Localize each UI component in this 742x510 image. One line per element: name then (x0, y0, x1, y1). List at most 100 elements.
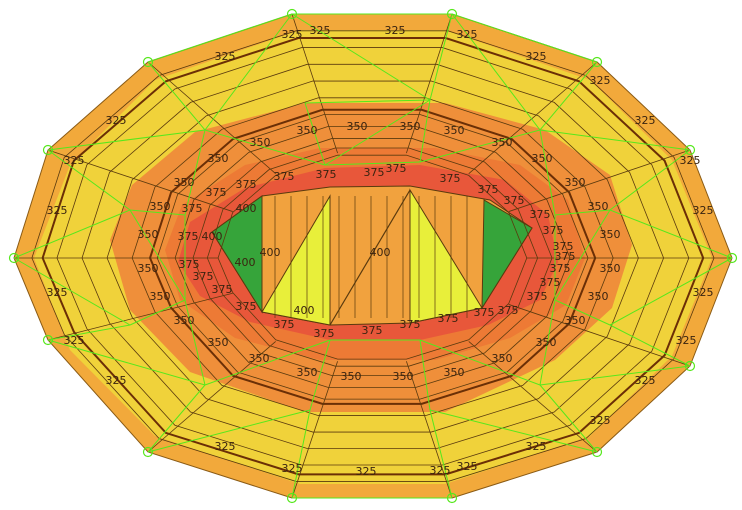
band-green-right (481, 199, 533, 310)
label-325: 325 (47, 204, 68, 217)
label-375: 375 (236, 300, 257, 313)
mesh-edge (609, 324, 691, 367)
label-375: 375 (555, 250, 576, 263)
mesh-edge (419, 339, 431, 411)
grid-ring (174, 126, 571, 388)
label-375: 375 (193, 270, 214, 283)
label-350: 350 (565, 314, 586, 327)
label-400: 400 (260, 246, 281, 259)
mesh-node (8, 252, 20, 264)
label-350: 350 (444, 124, 465, 137)
grid-spoke (468, 341, 598, 453)
mesh-edge (304, 99, 431, 104)
grid-spoke (406, 361, 453, 499)
label-350: 350 (588, 200, 609, 213)
label-375: 375 (386, 162, 407, 175)
mesh-edge (47, 339, 206, 386)
label-350: 350 (250, 136, 271, 149)
mesh-edge (184, 129, 206, 216)
grid-spoke (291, 13, 338, 154)
mesh-edge (419, 129, 541, 163)
mesh-edge (451, 13, 598, 63)
mesh-node (286, 8, 298, 20)
mesh-edge (13, 209, 131, 259)
grid-ring (56, 47, 690, 466)
grid-ring (81, 63, 665, 449)
mesh-edge (204, 13, 293, 131)
mesh-edge (304, 102, 326, 166)
label-325: 325 (693, 286, 714, 299)
grid-spoke (468, 61, 598, 175)
label-350: 350 (600, 262, 621, 275)
mesh-edge (129, 209, 186, 301)
label-350: 350 (400, 120, 421, 133)
label-375: 375 (498, 304, 519, 317)
mesh-edge (609, 149, 691, 211)
label-375: 375 (206, 186, 227, 199)
mesh-node (591, 56, 603, 68)
label-375: 375 (274, 318, 295, 331)
grid-spoke (47, 149, 233, 212)
mesh-node (142, 446, 154, 458)
grid-spoke (508, 304, 691, 367)
mesh-edge (539, 299, 556, 386)
mesh-edge (419, 339, 541, 386)
label-350: 350 (444, 366, 465, 379)
mesh-node (42, 144, 54, 156)
label-375: 375 (362, 324, 383, 337)
label-350: 350 (492, 136, 513, 149)
grid-ring (192, 138, 553, 377)
label-350: 350 (208, 336, 229, 349)
label-325: 325 (282, 28, 303, 41)
mesh-edge (539, 61, 598, 131)
mesh-edge (47, 324, 131, 341)
mesh-edge (47, 149, 131, 211)
label-325: 325 (693, 204, 714, 217)
label-350: 350 (532, 152, 553, 165)
mesh-node (446, 8, 458, 20)
mesh-edge (324, 99, 431, 166)
label-375: 375 (212, 283, 233, 296)
label-375: 375 (178, 230, 199, 243)
mesh-edge (419, 99, 431, 163)
label-375: 375 (236, 178, 257, 191)
grid-spoke (147, 341, 276, 453)
label-375: 375 (474, 306, 495, 319)
mesh-edge (324, 161, 421, 166)
label-375: 375 (274, 170, 295, 183)
label-325: 325 (526, 440, 547, 453)
mesh-edge (147, 384, 206, 453)
label-325: 325 (310, 24, 331, 37)
label-325: 325 (680, 154, 701, 167)
label-350: 350 (297, 124, 318, 137)
band-pale-left (261, 194, 331, 326)
label-350: 350 (138, 228, 159, 241)
label-325: 325 (215, 440, 236, 453)
label-325: 325 (457, 28, 478, 41)
grid-spoke (291, 361, 338, 499)
label-400: 400 (294, 304, 315, 317)
mesh-edge (609, 257, 733, 326)
mesh-edge (451, 13, 541, 131)
mesh-edge (13, 257, 131, 326)
label-400: 400 (235, 256, 256, 269)
mesh-edge (291, 13, 431, 101)
label-350: 350 (174, 176, 195, 189)
grid-ring (217, 154, 528, 360)
label-325: 325 (47, 286, 68, 299)
label-350: 350 (393, 370, 414, 383)
label-325: 325 (215, 50, 236, 63)
label-350: 350 (150, 200, 171, 213)
label-400: 400 (236, 202, 257, 215)
label-375: 375 (179, 258, 200, 271)
mesh-node (286, 492, 298, 504)
label-325: 325 (106, 374, 127, 387)
label-350: 350 (138, 262, 159, 275)
label-350: 350 (174, 314, 195, 327)
label-375: 375 (530, 208, 551, 221)
label-350: 350 (492, 352, 513, 365)
label-325: 325 (676, 334, 697, 347)
label-400: 400 (370, 246, 391, 259)
band-green-left (211, 195, 263, 314)
